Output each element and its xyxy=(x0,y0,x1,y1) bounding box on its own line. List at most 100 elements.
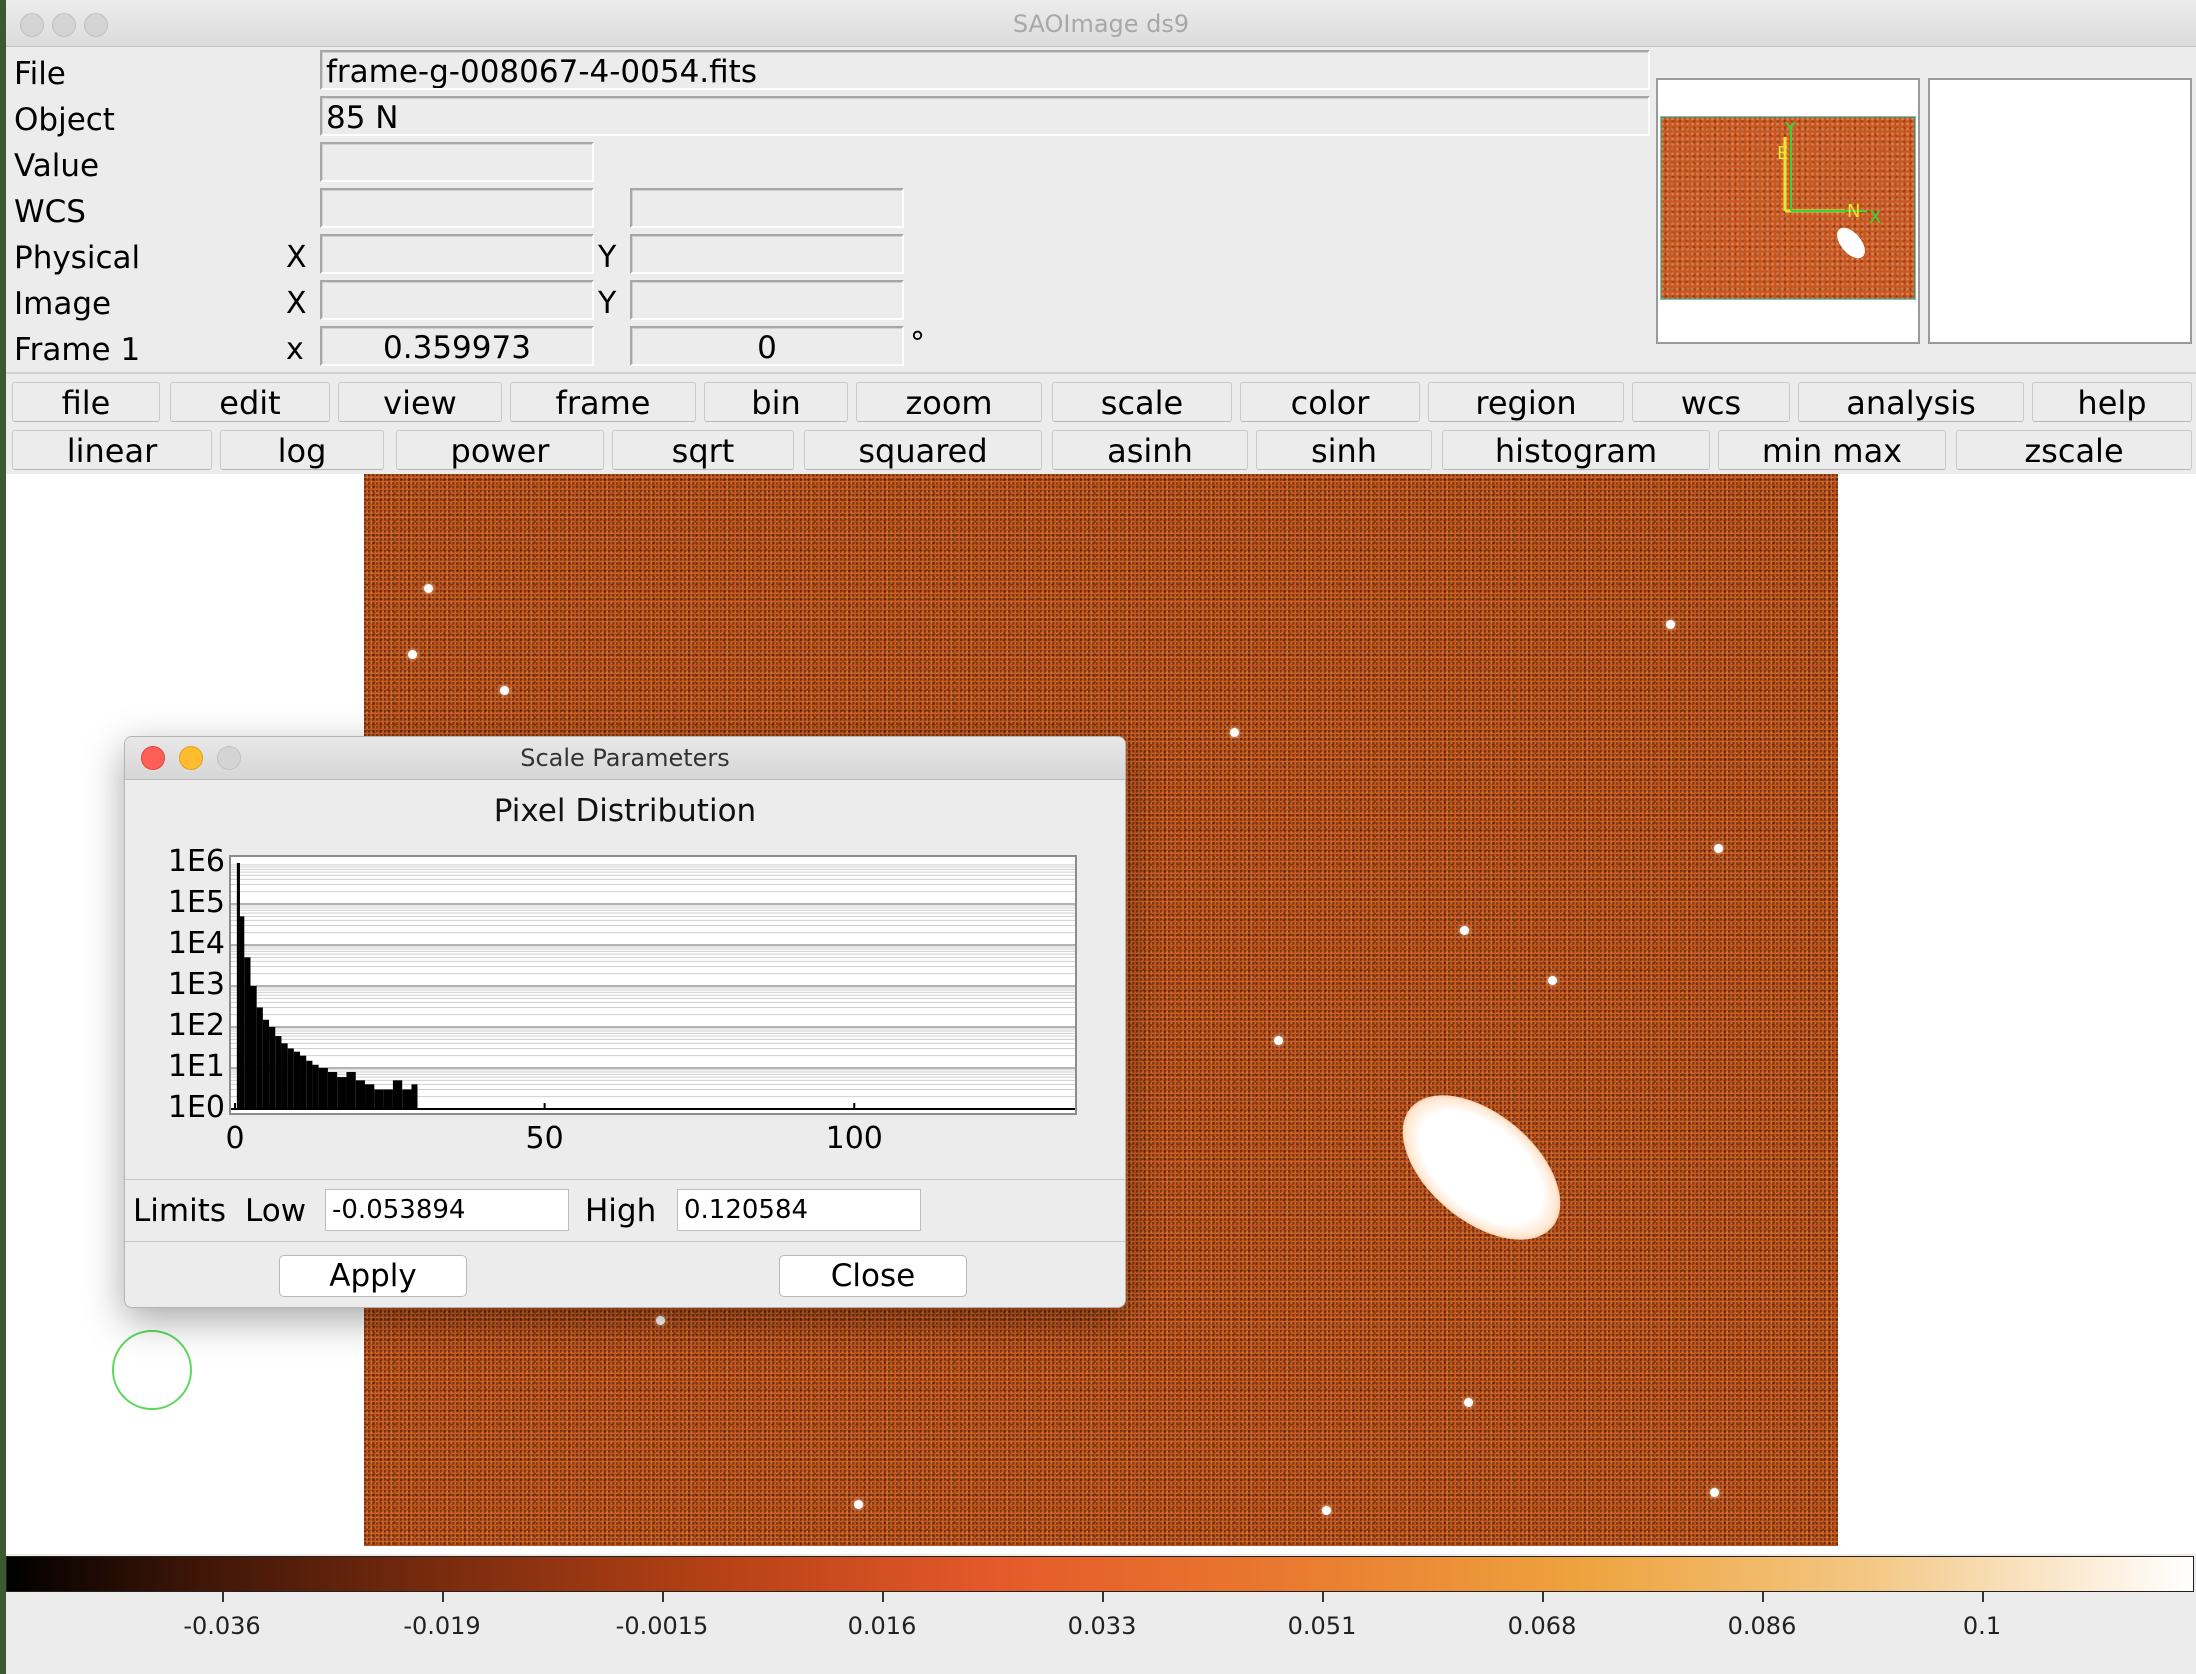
scale-power-button[interactable]: power xyxy=(396,430,604,470)
title-bar: SAOImage ds9 xyxy=(6,0,2196,47)
menu-file-button[interactable]: file xyxy=(12,382,160,422)
menu-zoom-button[interactable]: zoom xyxy=(856,382,1042,422)
low-label: Low xyxy=(245,1193,307,1229)
high-label: High xyxy=(585,1193,657,1229)
histogram-bar xyxy=(337,1077,347,1109)
scale-parameters-dialog: Scale Parameters Pixel Distribution 1E6 1… xyxy=(124,736,1126,1308)
colorbar-tick-label: -0.036 xyxy=(183,1612,261,1640)
dialog-minimize-icon[interactable] xyxy=(179,746,203,770)
degree-symbol: ° xyxy=(910,326,925,361)
menu-button-bar: file edit view frame bin zoom scale colo… xyxy=(12,382,2196,424)
scale-sqrt-button[interactable]: sqrt xyxy=(612,430,794,470)
star xyxy=(1710,1488,1719,1497)
scale-asinh-button[interactable]: asinh xyxy=(1052,430,1248,470)
close-window-button[interactable] xyxy=(20,13,44,37)
histogram-bar xyxy=(392,1080,403,1109)
x-tick-label: 0 xyxy=(225,1121,245,1156)
menu-wcs-button[interactable]: wcs xyxy=(1632,382,1790,422)
colorbar-tick xyxy=(1102,1592,1104,1602)
value-field xyxy=(320,142,594,182)
colorbar-tick xyxy=(1322,1592,1324,1602)
menu-analysis-button[interactable]: analysis xyxy=(1798,382,2024,422)
wcs-x-field xyxy=(320,188,594,228)
value-label: Value xyxy=(14,148,100,184)
scale-squared-button[interactable]: squared xyxy=(804,430,1042,470)
object-label: Object xyxy=(14,102,115,138)
histogram-bar xyxy=(346,1071,356,1109)
histogram-bar xyxy=(244,957,251,1109)
menu-region-button[interactable]: region xyxy=(1428,382,1624,422)
menu-bin-button[interactable]: bin xyxy=(704,382,848,422)
panner-thumbnail[interactable]: E Y N X xyxy=(1660,116,1916,300)
menu-frame-button[interactable]: frame xyxy=(510,382,696,422)
y-tick-label: 1E4 xyxy=(167,926,225,961)
dialog-close-icon[interactable] xyxy=(141,746,165,770)
scale-log-button[interactable]: log xyxy=(220,430,384,470)
colorbar[interactable] xyxy=(6,1556,2194,1592)
galaxy-source xyxy=(1376,1067,1587,1268)
image-y-field xyxy=(630,280,904,320)
low-limit-input[interactable]: -0.053894 xyxy=(325,1189,569,1231)
histogram-bar xyxy=(236,863,240,1109)
scale-sinh-button[interactable]: sinh xyxy=(1256,430,1432,470)
star xyxy=(1714,844,1723,853)
menu-edit-button[interactable]: edit xyxy=(170,382,330,422)
minimize-window-button[interactable] xyxy=(52,13,76,37)
star xyxy=(1666,620,1675,629)
colorbar-tick xyxy=(1762,1592,1764,1602)
physical-x-label: X xyxy=(286,240,307,275)
compass-n-label: N xyxy=(1847,201,1860,222)
high-limit-input[interactable]: 0.120584 xyxy=(677,1189,921,1231)
circle-region[interactable] xyxy=(112,1330,192,1410)
image-y-label: Y xyxy=(598,286,617,321)
histogram-bar xyxy=(239,916,245,1109)
y-tick-label: 1E0 xyxy=(167,1090,225,1125)
histogram-bar xyxy=(318,1068,328,1109)
dialog-zoom-icon[interactable] xyxy=(217,746,241,770)
colorbar-tick-label: -0.019 xyxy=(403,1612,481,1640)
dialog-title: Scale Parameters xyxy=(520,744,730,772)
object-field: 85 N xyxy=(320,96,1650,136)
menu-view-button[interactable]: view xyxy=(338,382,502,422)
menu-help-button[interactable]: help xyxy=(2032,382,2192,422)
scale-histogram-button[interactable]: histogram xyxy=(1442,430,1710,470)
compass-e-label: E xyxy=(1777,143,1788,164)
y-tick-label: 1E6 xyxy=(167,844,225,879)
apply-button[interactable]: Apply xyxy=(279,1255,467,1297)
colorbar-tick-label: 0.051 xyxy=(1287,1612,1357,1640)
star xyxy=(1230,728,1239,737)
dialog-divider xyxy=(125,1179,1125,1180)
magnifier-panel xyxy=(1928,78,2192,344)
histogram-bar xyxy=(365,1084,375,1109)
menu-scale-button[interactable]: scale xyxy=(1052,382,1232,422)
star xyxy=(408,650,417,659)
panner-panel[interactable]: E Y N X xyxy=(1656,78,1920,344)
scale-minmax-button[interactable]: min max xyxy=(1718,430,1946,470)
divider xyxy=(6,372,2196,374)
star xyxy=(854,1500,863,1509)
file-label: File xyxy=(14,56,66,92)
histogram-bar xyxy=(269,1027,276,1109)
histogram-plot[interactable] xyxy=(229,855,1077,1115)
scale-linear-button[interactable]: linear xyxy=(12,430,212,470)
scale-button-bar: linear log power sqrt squared asinh sinh… xyxy=(12,430,2196,472)
scale-zscale-button[interactable]: zscale xyxy=(1956,430,2192,470)
physical-y-field xyxy=(630,234,904,274)
image-x-field xyxy=(320,280,594,320)
menu-color-button[interactable]: color xyxy=(1240,382,1420,422)
colorbar-tick xyxy=(222,1592,224,1602)
histogram-bar xyxy=(250,986,257,1109)
colorbar-tick-label: 0.1 xyxy=(1962,1612,2002,1640)
colorbar-tick-label: -0.0015 xyxy=(615,1612,709,1640)
frame-label: Frame 1 xyxy=(14,332,141,368)
histogram-bar xyxy=(355,1080,366,1109)
zoom-window-button[interactable] xyxy=(84,13,108,37)
physical-y-label: Y xyxy=(598,240,617,275)
colorbar-tick xyxy=(662,1592,664,1602)
histogram-bar xyxy=(327,1071,338,1109)
panner-compass: E Y N X xyxy=(1777,119,1881,259)
colorbar-tick-label: 0.033 xyxy=(1067,1612,1137,1640)
close-button[interactable]: Close xyxy=(779,1255,967,1297)
image-x-label: X xyxy=(286,286,307,321)
limits-label: Limits xyxy=(133,1193,226,1229)
